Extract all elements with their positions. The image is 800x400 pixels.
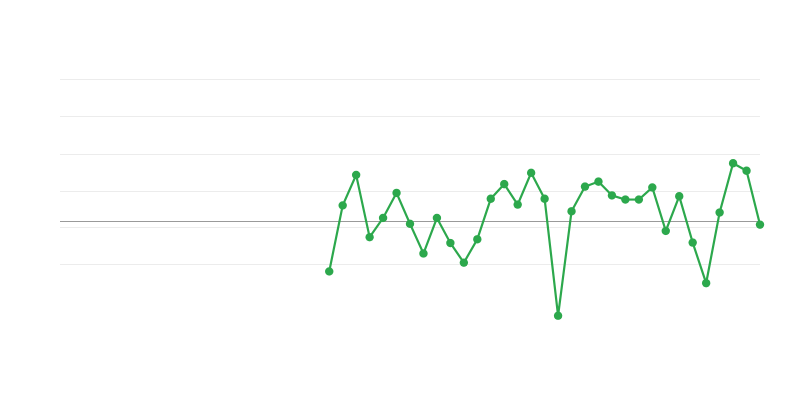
data-point[interactable] [392, 188, 401, 198]
data-point[interactable] [661, 226, 670, 236]
data-point[interactable] [473, 235, 482, 244]
data-point[interactable] [688, 238, 697, 247]
data-point[interactable] [378, 213, 388, 223]
data-point[interactable] [634, 195, 644, 204]
data-point[interactable] [526, 168, 536, 178]
data-series-group [325, 159, 765, 320]
data-point[interactable] [459, 258, 469, 267]
data-point[interactable] [648, 183, 657, 192]
data-point[interactable] [701, 278, 711, 288]
data-point[interactable] [580, 182, 590, 191]
data-point[interactable] [594, 177, 603, 186]
data-point[interactable] [513, 200, 522, 209]
data-point[interactable] [446, 238, 455, 248]
data-point[interactable] [567, 207, 576, 216]
data-point[interactable] [405, 219, 415, 229]
data-point[interactable] [419, 249, 428, 258]
data-point[interactable] [715, 208, 724, 217]
data-point[interactable] [621, 195, 630, 204]
data-point[interactable] [728, 159, 738, 168]
data-point[interactable] [755, 220, 765, 229]
data-point[interactable] [432, 213, 442, 223]
data-point[interactable] [351, 170, 361, 180]
data-point[interactable] [553, 311, 563, 320]
data-point[interactable] [742, 166, 751, 175]
gridline-group [60, 79, 760, 265]
data-point[interactable] [365, 232, 374, 242]
data-point[interactable] [338, 201, 347, 210]
data-point[interactable] [325, 267, 334, 276]
data-point[interactable] [607, 191, 617, 200]
data-point[interactable] [675, 192, 684, 201]
data-point[interactable] [486, 194, 495, 203]
data-point[interactable] [500, 179, 509, 189]
data-point[interactable] [540, 194, 549, 203]
